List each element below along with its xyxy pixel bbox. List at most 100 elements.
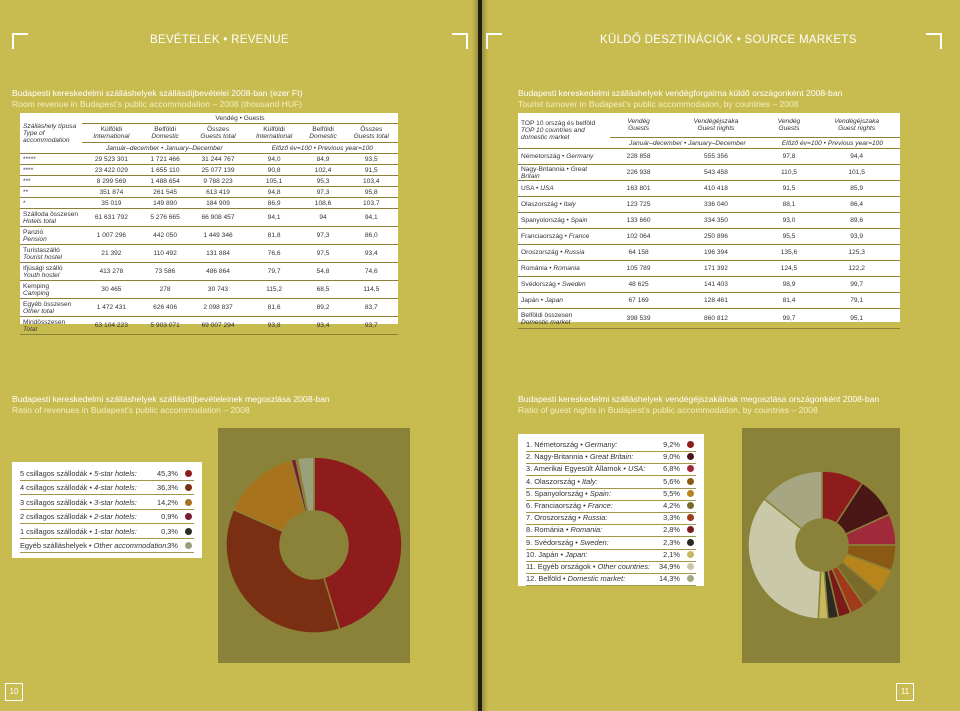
table-cell: 250 896	[667, 228, 765, 245]
table-cell: 67 169	[610, 292, 668, 309]
caption-en: Room revenue in Budapest's public accomm…	[12, 99, 303, 109]
row-label: Románia • Romania	[518, 260, 610, 277]
row-label-hu: Turistaszálló	[23, 246, 60, 254]
period-left: Január–december • January–December	[610, 137, 765, 149]
legend-item: 2. Nagy-Britannia • Great Britain: 9,0%	[526, 450, 696, 465]
row-label-en: Pension	[23, 235, 47, 243]
legend-label: 5. Spanyolország • Spain:	[526, 488, 611, 498]
column-header-en: Guest nights	[838, 125, 876, 132]
row-header-cell: Szálláshely típusa Type of accommodation	[20, 113, 82, 154]
table-cell: 66 908 457	[189, 208, 247, 227]
row-label: Belföldi összesen Domestic market	[518, 308, 610, 329]
legend-item: 3. Amerikai Egyesült Államok • USA: 6,8%	[526, 462, 696, 477]
legend-value: 5,5%	[663, 488, 680, 498]
column-header: Vendég Guests	[610, 113, 668, 138]
row-label-hu: Svédország	[521, 281, 556, 288]
table-cell: 29 523 301	[82, 153, 141, 165]
row-label-hu: Oroszország	[521, 249, 559, 256]
legend-value: 0,9%	[161, 512, 178, 522]
column-header-en: Guests	[628, 125, 650, 132]
table-cell: 442 050	[140, 226, 190, 245]
legend-label-hu: 2. Nagy-Britannia	[526, 452, 584, 462]
legend-item: 1. Németország • Germany: 9,2%	[526, 438, 696, 452]
legend-value: 36,3%	[157, 483, 178, 493]
caption-en: Ratio of guest nights in Budapest's publ…	[518, 405, 818, 415]
column-header: Vendég Guests	[764, 113, 814, 138]
donut-slice	[763, 470, 823, 530]
legend-value: 34,9%	[659, 562, 680, 571]
legend-swatch	[687, 538, 694, 546]
row-label-en: Russia	[564, 249, 585, 256]
row-label-hu: Egyéb összesen	[23, 300, 72, 308]
legend-label-hu: 4 csillagos szállodák	[20, 483, 88, 493]
legend-label: 1 csillagos szállodák • 1-star hotels:	[20, 526, 137, 536]
legend-swatch	[687, 453, 694, 461]
table-cell: 74,6	[344, 262, 398, 281]
legend-value: 3,3%	[663, 513, 680, 523]
corner-mark-icon	[926, 33, 942, 49]
table-row: ***** 29 523 301 1 721 466 31 244 767 94,0 84…	[20, 153, 398, 165]
legend-item: 5. Spanyolország • Spain: 5,5%	[526, 487, 696, 501]
table-cell: 94,8	[246, 186, 302, 198]
legend-label-hu: 9. Svédország	[526, 537, 574, 547]
row-label: ****	[20, 164, 82, 176]
caption-en: Ratio of revenues in Budapest's public a…	[12, 405, 250, 415]
legend-label-hu: 2 csillagos szállodák	[20, 512, 88, 522]
legend-item: 2 csillagos szállodák • 2-star hotels: 0,…	[20, 510, 194, 525]
legend-item: 7. Oroszország • Russia: 3,3%	[526, 511, 696, 526]
table-cell: 30 465	[82, 280, 141, 299]
table-cell: 89,2	[301, 298, 345, 317]
table-cell: 61 631 792	[82, 208, 141, 227]
legend-value: 45,3%	[157, 469, 178, 478]
column-header-hu: Belföldi	[312, 126, 334, 133]
legend-label: 10. Japán • Japan:	[526, 549, 588, 559]
donut-slice	[225, 508, 341, 634]
row-label-en: Camping	[23, 289, 50, 297]
source-markets-table-panel: TOP 10 ország és belföld TOP 10 countries…	[518, 113, 900, 329]
legend-swatch	[687, 575, 694, 583]
legend-value: 9,0%	[663, 452, 680, 462]
legend-value: 9,2%	[663, 440, 680, 449]
legend-label: 12. Belföld • Domestic market:	[526, 574, 626, 584]
row-label-hu: Németország	[521, 153, 561, 160]
row-label: *****	[20, 153, 82, 165]
table-cell: 95,1	[813, 308, 900, 329]
row-label-hu: Japán	[521, 297, 539, 304]
table-cell: 261 545	[140, 186, 190, 198]
table-cell: 94,0	[246, 153, 302, 165]
legend-label: 8. Románia • Romania:	[526, 525, 603, 535]
table-cell: 9 788 223	[189, 175, 247, 187]
table-cell: 93,7	[344, 316, 398, 335]
row-label-hu: Nagy-Britannia	[521, 165, 565, 173]
column-header-hu: Vendég	[627, 118, 650, 125]
table-cell: 84,9	[301, 153, 345, 165]
legend-value: 14,3%	[659, 574, 680, 584]
row-label: Panzió Pension	[20, 226, 82, 245]
table-cell: 398 539	[610, 308, 668, 329]
table-cell: 93,9	[813, 228, 900, 245]
corner-mark-icon	[486, 33, 502, 49]
table-row: Japán • Japan 67 169 128 461 81,4 79,1	[518, 292, 900, 309]
table-cell: 105 789	[610, 260, 668, 277]
table-header-row: Külföldi International Belföldi Domestic Öss…	[20, 123, 398, 143]
table-cell: 1 721 466	[140, 153, 190, 165]
table-cell: 83,7	[344, 298, 398, 317]
table-cell: 626 406	[140, 298, 190, 317]
table-cell: 105,1	[246, 175, 302, 187]
table-cell: 97,8	[764, 148, 814, 165]
legend-item: 5 csillagos szállodák • 5-star hotels: 45…	[20, 467, 194, 481]
row-label-en: Italy	[563, 201, 576, 208]
legend-label-hu: 5 csillagos szállodák	[20, 469, 88, 478]
table-cell: 99,7	[813, 276, 900, 293]
legend-item: 6. Franciaország • France: 4,2%	[526, 499, 696, 513]
table-cell: 184 909	[189, 197, 247, 209]
legend-label: 9. Svédország • Sweden:	[526, 537, 609, 547]
table-cell: 860 812	[667, 308, 765, 329]
row-label-en: Spain	[570, 217, 588, 224]
table-header-row: Szálláshely típusa Type of accommodation V…	[20, 113, 398, 154]
row-label-en: Sweden	[561, 281, 586, 288]
column-header: Összes Guests total	[189, 123, 247, 143]
table-cell: 95,5	[764, 228, 814, 245]
table-cell: 91,5	[764, 180, 814, 197]
table-cell: 94,4	[813, 148, 900, 165]
